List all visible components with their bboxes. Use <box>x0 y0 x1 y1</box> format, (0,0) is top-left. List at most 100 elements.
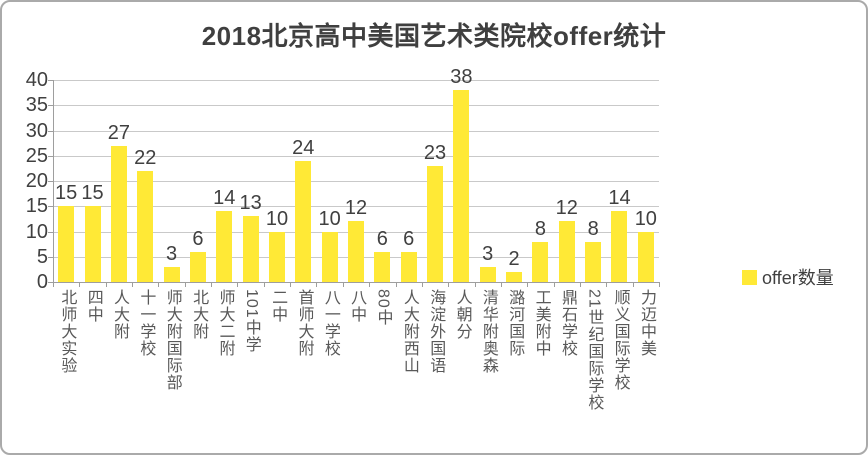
bar <box>427 165 444 282</box>
bar-value-label: 8 <box>587 217 599 240</box>
y-axis-tick <box>48 80 53 81</box>
gridline <box>53 130 659 132</box>
y-axis-tick <box>48 130 53 132</box>
bar <box>268 231 285 282</box>
x-axis-tick <box>395 282 397 287</box>
x-axis-tick <box>448 282 450 287</box>
bar <box>242 216 259 282</box>
bar-value-label: 6 <box>403 227 415 250</box>
y-axis-tick <box>48 155 53 157</box>
bar <box>189 251 206 282</box>
bar-value-label: 12 <box>344 197 368 220</box>
x-axis-tick <box>316 282 318 287</box>
bar-value-label: 14 <box>608 187 631 210</box>
bar <box>506 271 523 282</box>
x-axis-tick <box>659 282 660 287</box>
x-axis-tick <box>606 282 608 287</box>
x-axis-line <box>53 282 660 283</box>
bar-value-label: 8 <box>534 217 546 240</box>
y-axis-tick <box>48 206 53 208</box>
x-axis-category-label: 北大附 <box>190 289 208 340</box>
y-axis-tick <box>48 181 53 182</box>
x-axis-category-label: 八一学校 <box>321 289 339 357</box>
x-axis-category-label: 人大附 <box>111 289 129 340</box>
bar-value-label: 15 <box>81 182 104 205</box>
x-axis-tick <box>158 282 160 287</box>
x-axis-tick <box>500 282 502 287</box>
bar <box>611 211 628 282</box>
bar-value-label: 6 <box>192 227 204 250</box>
gridline <box>53 80 659 81</box>
bar <box>110 145 127 282</box>
gridline <box>53 155 659 157</box>
bar-value-label: 23 <box>423 141 447 164</box>
bar-value-label: 3 <box>166 242 178 265</box>
x-axis-category-label: 人朝分 <box>453 289 471 340</box>
x-axis-category-label: 海淀外国语 <box>427 289 445 374</box>
bar-value-label: 24 <box>292 136 315 159</box>
bar-value-label: 22 <box>134 146 157 169</box>
x-axis-tick <box>53 282 54 287</box>
bar <box>585 241 602 282</box>
bar <box>348 221 364 282</box>
x-axis-category-label: 21世纪国际学校 <box>585 289 603 411</box>
y-axis-tick-label: 10 <box>25 220 48 243</box>
gridline <box>53 105 659 107</box>
x-axis-tick <box>263 282 265 287</box>
bar <box>558 221 575 282</box>
x-axis-category-label: 潞河国际 <box>506 289 524 357</box>
y-axis-line <box>53 80 54 282</box>
bar <box>216 211 233 282</box>
bar <box>137 170 154 282</box>
x-axis-category-label: 80中 <box>374 289 392 326</box>
x-axis-category-label: 八中 <box>348 289 366 323</box>
bar-value-label: 38 <box>450 66 473 89</box>
y-axis-tick-label: 40 <box>25 69 48 91</box>
x-axis-category-label: 首师大附 <box>295 289 313 357</box>
x-axis-tick <box>474 282 476 287</box>
x-axis-category-label: 顺义国际学校 <box>611 289 629 391</box>
bar-value-label: 15 <box>55 182 78 205</box>
x-axis-tick <box>237 282 239 287</box>
x-axis-tick <box>369 282 371 287</box>
x-axis-tick <box>184 282 186 287</box>
y-axis-tick-label: 20 <box>25 170 48 192</box>
x-axis-category-label: 师大二附 <box>216 289 234 357</box>
y-axis-tick <box>48 282 53 283</box>
bar-value-label: 14 <box>213 187 236 210</box>
x-axis-tick <box>211 282 213 287</box>
x-axis-category-label: 四中 <box>84 289 102 323</box>
bar <box>58 206 75 282</box>
bar <box>637 231 654 282</box>
legend-swatch-icon <box>742 269 757 285</box>
y-axis-tick-label: 15 <box>25 195 48 218</box>
y-axis-tick-label: 35 <box>25 94 48 117</box>
gridline <box>53 181 659 182</box>
x-axis-category-label: 工美附中 <box>532 289 550 357</box>
y-axis-tick-label: 5 <box>36 245 48 268</box>
chart-title: 2018北京高中美国艺术类院校offer统计 <box>201 21 667 51</box>
x-axis-category-label: 人大附西山 <box>400 289 418 374</box>
y-axis-tick-label: 0 <box>36 271 48 293</box>
x-axis-tick <box>342 282 344 287</box>
x-axis-category-label: 101中学 <box>242 289 260 353</box>
bar <box>374 251 391 282</box>
bar <box>163 266 180 282</box>
bar-value-label: 3 <box>482 242 494 265</box>
x-axis-tick <box>290 282 292 287</box>
bar <box>321 231 338 282</box>
bar-value-label: 13 <box>239 192 262 215</box>
x-axis-tick <box>579 282 581 287</box>
bar <box>453 90 470 282</box>
x-axis-tick <box>553 282 555 287</box>
x-axis-category-label: 二中 <box>269 289 287 323</box>
bar-value-label: 6 <box>376 227 388 250</box>
x-axis-tick <box>632 282 634 287</box>
bar-value-label: 27 <box>107 121 130 144</box>
y-axis-tick <box>48 105 53 107</box>
bar-value-label: 12 <box>555 197 578 220</box>
y-axis-tick-label: 25 <box>25 144 48 167</box>
y-axis-tick-label: 30 <box>25 119 48 142</box>
